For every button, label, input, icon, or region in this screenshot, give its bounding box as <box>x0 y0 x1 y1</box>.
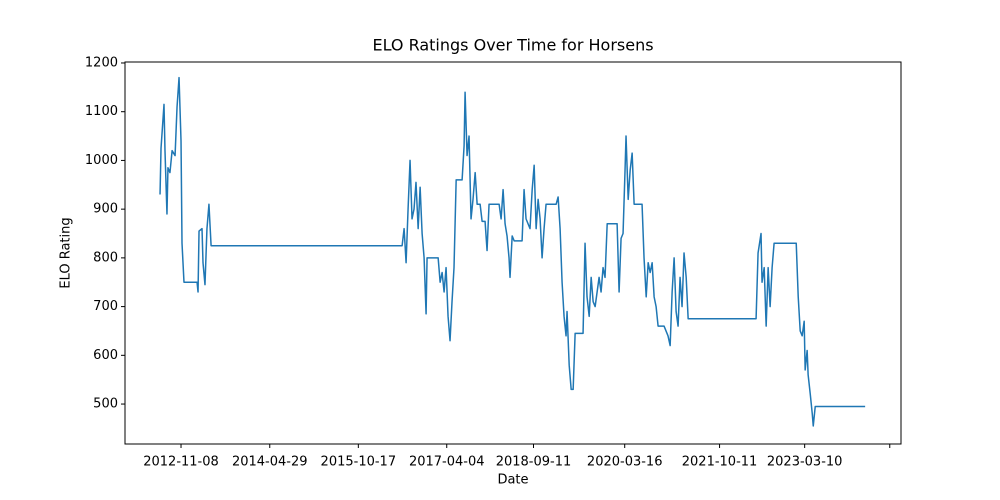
y-tick-label: 500 <box>93 397 118 412</box>
y-tick-label: 900 <box>93 202 118 217</box>
y-tick-label: 1000 <box>85 153 118 168</box>
chart-title: ELO Ratings Over Time for Horsens <box>372 36 653 55</box>
y-tick-label: 1200 <box>85 55 118 70</box>
y-tick-label: 700 <box>93 299 118 314</box>
x-tick-label: 2017-04-04 <box>409 455 485 470</box>
data-line <box>159 76 866 427</box>
y-axis-label: ELO Rating <box>59 217 74 288</box>
x-tick-label: 2015-10-17 <box>321 455 397 470</box>
x-tick-label: 2014-04-29 <box>232 455 308 470</box>
x-tick-label: 2018-09-11 <box>496 455 572 470</box>
y-tick-label: 600 <box>93 348 118 363</box>
y-tick-label: 800 <box>93 250 118 265</box>
plot-frame <box>124 61 902 445</box>
x-axis-label: Date <box>497 473 528 488</box>
x-tick-label: 2012-11-08 <box>143 455 219 470</box>
x-tick-label: 2021-10-11 <box>682 455 758 470</box>
x-tick-label: 2020-03-16 <box>587 455 663 470</box>
x-tick-label: 2023-03-10 <box>767 455 843 470</box>
y-tick-label: 1100 <box>85 104 118 119</box>
